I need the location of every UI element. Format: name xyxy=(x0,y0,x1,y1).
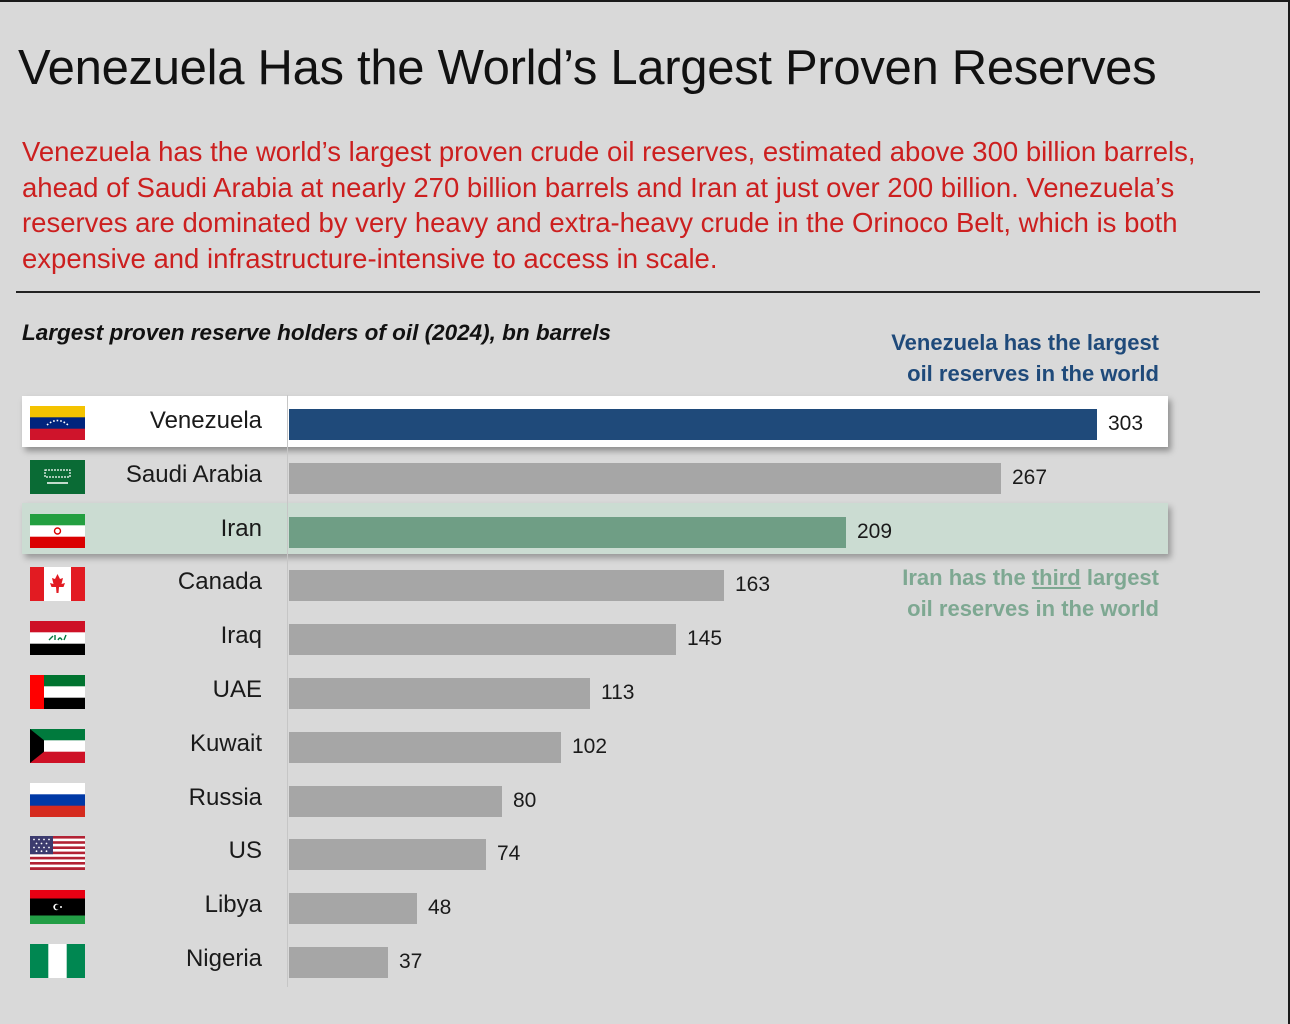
bar-canada xyxy=(289,570,724,602)
libya-flag-icon xyxy=(30,890,85,925)
chart-row-iraq: Iraq 145 xyxy=(0,610,1290,664)
value-label-kuwait: 102 xyxy=(572,734,608,758)
iran-annotation-post: largest xyxy=(1080,565,1159,590)
nigeria-flag-icon xyxy=(30,944,85,978)
chart-row-saudi-arabia: Saudi Arabia 267 xyxy=(0,449,1290,503)
kuwait-flag-icon xyxy=(30,728,85,763)
category-label-libya: Libya xyxy=(204,891,262,919)
chart-title: Largest proven reserve holders of oil (2… xyxy=(22,320,611,345)
divider-rule xyxy=(16,291,1260,293)
bar-kuwait xyxy=(289,731,561,763)
category-label-canada: Canada xyxy=(177,568,262,596)
category-label-iraq: Iraq xyxy=(220,622,262,650)
venezuela-annotation: Venezuela has the largest oil reserves i… xyxy=(891,327,1159,389)
bar-libya xyxy=(289,893,417,925)
value-label-canada: 163 xyxy=(735,573,771,597)
chart-row-iran: Iran 209 xyxy=(0,503,1290,557)
value-label-russia: 80 xyxy=(513,788,537,812)
iran-annotation-line1: Iran has the third largest xyxy=(902,562,1159,593)
chart-axis-line xyxy=(287,395,288,987)
uae-flag-icon xyxy=(30,675,85,709)
subtitle-paragraph: Venezuela has the world’s largest proven… xyxy=(22,136,1196,274)
value-label-libya: 48 xyxy=(428,896,452,920)
category-label-iran: Iran xyxy=(220,514,262,542)
value-label-iraq: 145 xyxy=(687,627,723,651)
bar-russia xyxy=(289,785,502,817)
bar-iran xyxy=(289,516,846,548)
canada-flag-icon xyxy=(30,567,85,602)
chart-row-venezuela: Venezuela 303 xyxy=(0,395,1290,449)
chart-row-libya: Libya 48 xyxy=(0,879,1290,933)
category-label-saudi-arabia: Saudi Arabia xyxy=(125,460,262,488)
category-label-kuwait: Kuwait xyxy=(189,729,262,757)
category-label-nigeria: Nigeria xyxy=(185,945,262,972)
bar-saudi-arabia xyxy=(289,462,1001,494)
iran-annotation-underlined: third xyxy=(1031,565,1081,590)
venezuela-flag-icon xyxy=(30,406,85,440)
bar-nigeria xyxy=(289,947,388,978)
us-flag-icon xyxy=(30,836,85,871)
iran-flag-icon xyxy=(30,513,85,548)
iraq-flag-icon xyxy=(30,621,85,656)
venezuela-annotation-line1: Venezuela has the largest xyxy=(891,330,1159,355)
category-label-russia: Russia xyxy=(188,783,262,811)
chart-row-us: US 74 xyxy=(0,825,1290,879)
iran-annotation-line2: oil reserves in the world xyxy=(907,596,1159,621)
chart-row-nigeria: Nigeria 37 xyxy=(0,933,1290,987)
bar-us xyxy=(289,839,486,871)
value-label-iran: 209 xyxy=(857,519,893,543)
venezuela-annotation-line2: oil reserves in the world xyxy=(907,361,1159,386)
chart-row-uae: UAE 113 xyxy=(0,664,1290,718)
category-label-venezuela: Venezuela xyxy=(149,407,262,434)
iran-annotation-pre: Iran has the xyxy=(902,565,1032,590)
category-label-uae: UAE xyxy=(212,676,262,703)
bar-venezuela xyxy=(289,409,1097,440)
page-title: Venezuela Has the World’s Largest Proven… xyxy=(18,41,1157,95)
chart-row-canada: Canada 163 xyxy=(0,556,1290,610)
value-label-saudi-arabia: 267 xyxy=(1012,465,1048,489)
bar-uae xyxy=(289,678,590,709)
iran-annotation: Iran has the third largest oil reserves … xyxy=(902,562,1159,624)
chart-row-russia: Russia 80 xyxy=(0,772,1290,826)
category-label-us: US xyxy=(228,837,262,865)
chart-row-kuwait: Kuwait 102 xyxy=(0,718,1290,772)
saudi-arabia-flag-icon xyxy=(30,459,85,494)
value-label-venezuela: 303 xyxy=(1108,412,1144,435)
value-label-uae: 113 xyxy=(601,681,635,704)
value-label-nigeria: 37 xyxy=(399,950,423,973)
value-label-us: 74 xyxy=(497,842,521,866)
bar-iraq xyxy=(289,624,676,656)
russia-flag-icon xyxy=(30,782,85,817)
